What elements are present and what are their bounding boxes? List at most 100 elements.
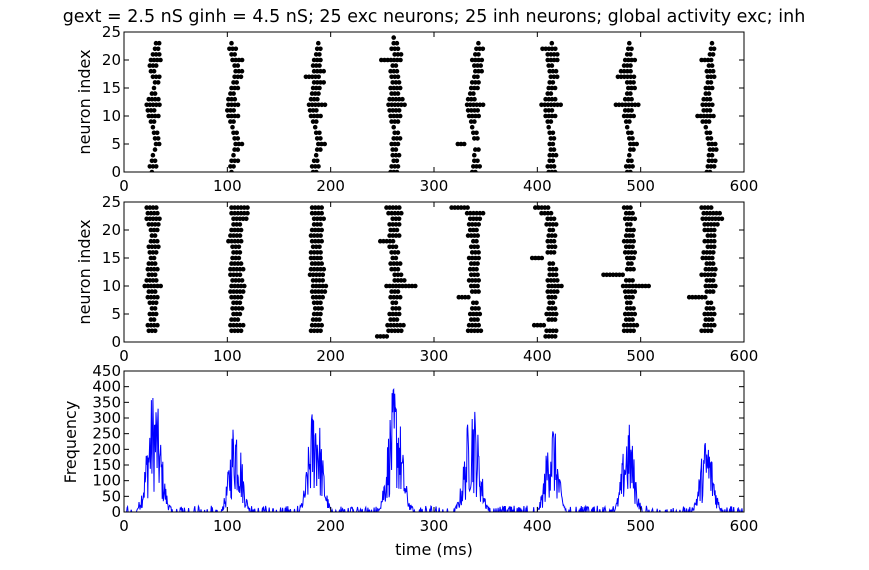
spike-marker <box>465 233 471 238</box>
spike-marker <box>706 283 712 289</box>
spike-marker <box>466 113 472 119</box>
spike-marker <box>631 74 637 80</box>
spike-marker <box>623 164 629 169</box>
spike-marker <box>623 233 629 238</box>
spike-marker <box>156 113 161 119</box>
spike-marker <box>699 57 704 63</box>
spike-marker <box>232 210 237 216</box>
spike-marker <box>394 158 400 164</box>
spike-marker <box>313 205 318 210</box>
spike-marker <box>315 328 320 334</box>
spike-marker <box>153 40 159 46</box>
spike-marker <box>317 294 322 300</box>
spike-marker <box>628 255 633 261</box>
spike-marker <box>231 216 236 222</box>
spike-marker <box>242 205 247 210</box>
spike-marker <box>150 278 156 283</box>
spike-marker <box>708 311 714 317</box>
spike-marker <box>546 124 551 130</box>
spike-marker <box>707 147 713 152</box>
spike-marker <box>399 210 404 216</box>
spike-marker <box>477 46 482 52</box>
spike-marker <box>240 289 246 294</box>
spike-marker <box>151 255 157 261</box>
spike-marker <box>303 74 309 80</box>
spike-marker <box>643 283 648 289</box>
spike-marker <box>234 233 240 238</box>
spike-marker <box>551 52 557 57</box>
spike-marker <box>147 300 153 306</box>
spike-marker <box>467 91 473 96</box>
y-tick-label: 20 <box>102 221 121 239</box>
spike-marker <box>547 261 552 266</box>
spike-marker <box>391 322 397 328</box>
spike-marker <box>387 205 393 210</box>
spike-marker <box>545 250 550 255</box>
spike-marker <box>622 289 628 294</box>
spike-marker <box>700 102 705 108</box>
spike-marker <box>394 261 400 266</box>
spike-marker <box>314 119 319 124</box>
spike-marker <box>719 216 725 222</box>
spike-marker <box>389 328 395 334</box>
spike-marker <box>389 74 394 80</box>
spike-marker <box>628 238 633 244</box>
spike-marker <box>231 108 236 113</box>
spike-marker <box>623 210 629 216</box>
spike-marker <box>631 147 636 152</box>
spike-marker <box>545 119 550 124</box>
spike-marker <box>710 306 716 311</box>
spike-marker <box>235 227 241 233</box>
spike-marker <box>628 328 633 334</box>
spike-marker <box>318 68 323 74</box>
spike-marker <box>395 266 401 272</box>
spike-marker <box>152 289 158 294</box>
spike-marker <box>623 294 629 300</box>
spike-marker <box>472 272 477 278</box>
spike-marker <box>471 300 476 306</box>
spike-marker <box>235 283 241 289</box>
spike-marker <box>712 222 717 227</box>
spike-marker <box>465 108 471 113</box>
spike-marker <box>313 130 319 136</box>
spike-marker <box>546 85 551 91</box>
spike-marker <box>550 261 556 266</box>
spike-marker <box>316 164 321 169</box>
spike-marker <box>381 334 386 339</box>
y-tick-label: 20 <box>102 51 121 69</box>
spike-marker <box>150 205 156 210</box>
spike-marker <box>468 272 474 278</box>
spike-marker <box>242 210 247 216</box>
spike-marker <box>539 205 544 210</box>
spike-marker <box>630 244 635 250</box>
spike-marker <box>150 102 156 108</box>
spike-marker <box>316 306 321 311</box>
spike-marker <box>237 250 243 255</box>
spike-marker <box>157 52 162 57</box>
spike-marker <box>548 278 554 283</box>
spike-marker <box>150 311 156 317</box>
spike-marker <box>228 91 233 96</box>
spike-marker <box>311 233 317 238</box>
spike-marker <box>309 102 315 108</box>
spike-marker <box>550 266 556 272</box>
spike-marker <box>230 46 235 52</box>
y-tick-label: 15 <box>102 79 121 97</box>
spike-marker <box>394 322 400 328</box>
spike-marker <box>546 63 551 68</box>
spike-marker <box>705 311 711 317</box>
spike-marker <box>549 306 555 311</box>
spike-marker <box>316 210 321 216</box>
exc-raster-ylabel: neuron index <box>75 49 94 154</box>
spike-marker <box>710 102 715 108</box>
spike-marker <box>630 283 635 289</box>
spike-marker <box>701 250 706 255</box>
spike-marker <box>318 300 323 306</box>
spike-marker <box>628 113 633 119</box>
spike-marker <box>549 63 555 68</box>
y-tick-label: 25 <box>102 193 121 211</box>
spike-marker <box>314 272 319 278</box>
spike-marker <box>147 311 153 317</box>
spike-marker <box>631 238 636 244</box>
spike-marker <box>146 96 152 102</box>
